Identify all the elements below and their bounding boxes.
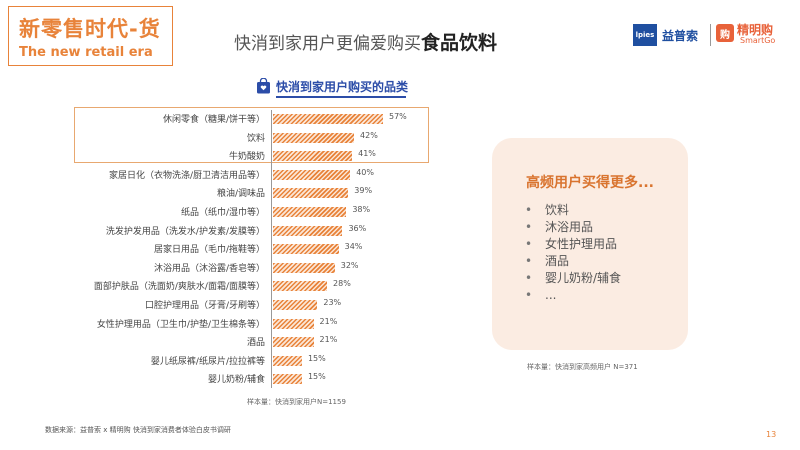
top3-highlight-box (74, 107, 429, 163)
panel-list-item: 沐浴用品 (525, 219, 621, 236)
bar-category-label: 居家日用品（毛巾/拖鞋等） (153, 245, 265, 256)
bar (273, 281, 328, 292)
page-title-prefix: 快消到家用户更偏爱购买 (234, 34, 421, 54)
panel-list-item: 女性护理用品 (525, 236, 621, 253)
bar-row: 面部护肤品（洗面奶/爽肤水/面霜/面膜等） 28% (0, 277, 440, 295)
page-title: 快消到家用户更偏爱购买食品饮料 (234, 28, 497, 55)
bar-row: 家居日化（衣物洗涤/厨卫清洁用品等） 40% (0, 166, 440, 184)
smartgo-logo-icon: 购 (716, 24, 734, 42)
bar-row: 牛奶酸奶 41% (0, 147, 440, 165)
bar-category-label: 牛奶酸奶 (228, 152, 265, 163)
bar-category-label: 沐浴用品（沐浴露/香皂等） (153, 263, 265, 274)
bar-value-label: 32% (340, 260, 359, 270)
bar-value-label: 57% (389, 112, 407, 121)
page-title-highlight: 食品饮料 (421, 32, 498, 54)
bar-value-label: 42% (360, 130, 378, 140)
section-title: 新零售时代-货 (19, 17, 161, 41)
bar-category-label: 口腔护理用品（牙膏/牙刷等） (144, 301, 265, 311)
bar-category-label: 洗发护发用品（洗发水/护发素/发膜等） (105, 226, 265, 237)
bar-value-label: 36% (348, 223, 367, 233)
bar-value-label: 28% (333, 279, 351, 289)
ipsos-logo-icon: lpies (633, 24, 657, 46)
chart-axis-line (271, 110, 272, 388)
bar-row: 沐浴用品（沐浴露/香皂等） 32% (0, 259, 440, 277)
bar-value-label: 15% (307, 353, 326, 363)
bar (273, 244, 339, 255)
bar (273, 262, 335, 273)
bar-row: 纸品（纸巾/湿巾等） 38% (0, 203, 440, 221)
bar-row: 婴儿奶粉/辅食 15% (0, 370, 440, 388)
bar (273, 169, 351, 180)
bar (273, 132, 355, 143)
bar (273, 207, 347, 217)
bar-row: 粮油/调味品 39% (0, 184, 440, 202)
bar-row: 居家日用品（毛巾/拖鞋等） 34% (0, 240, 440, 258)
page-number: 13 (766, 430, 777, 439)
panel-title: 高频用户买得更多... (526, 175, 654, 191)
smartgo-logo-subtext: SmartGo (740, 36, 776, 45)
bar-value-label: 23% (323, 298, 342, 307)
bar-row: 口腔护理用品（牙膏/牙刷等） 23% (0, 296, 440, 314)
section-subtitle: The new retail era (19, 45, 153, 60)
bar-row: 饮料 42% (0, 129, 440, 147)
bar (273, 318, 314, 329)
bar (273, 225, 343, 236)
bar-row: 酒品 21% (0, 333, 440, 351)
chart-title: 快消到家用户购买的品类 (276, 80, 409, 94)
bar-category-label: 婴儿纸尿裤/纸尿片/拉拉裤等 (150, 356, 265, 367)
bar-value-label: 21% (319, 316, 338, 326)
bar-value-label: 38% (352, 205, 371, 214)
data-source-note: 数据来源：益普索 x 精明购 快消到家消费者体验白皮书调研 (45, 426, 231, 434)
bar-value-label: 15% (307, 372, 326, 382)
logo-divider (710, 24, 711, 46)
panel-list-item: 婴儿奶粉/辅食 (525, 270, 621, 287)
bar-row: 女性护理用品（卫生巾/护垫/卫生棉条等） 21% (0, 315, 440, 333)
bar-category-label: 女性护理用品（卫生巾/护垫/卫生棉条等） (96, 319, 265, 330)
smartgo-logo-text: 精明购 (737, 23, 774, 37)
bar-value-label: 41% (358, 149, 376, 159)
bar (273, 355, 302, 366)
panel-list-item: ... (525, 287, 621, 304)
chart-sample-size: 样本量：快消到家用户N=1159 (247, 398, 346, 406)
bar (273, 374, 302, 385)
panel-list-item: 酒品 (525, 253, 621, 270)
bar-category-label: 家居日化（衣物洗涤/厨卫清洁用品等） (108, 170, 265, 181)
panel-list: 饮料 沐浴用品 女性护理用品 酒品 婴儿奶粉/辅食 ... (525, 202, 621, 304)
ipsos-logo-text: 益普索 (662, 29, 699, 43)
bar (273, 114, 383, 124)
bar-category-label: 纸品（纸巾/湿巾等） (180, 208, 265, 218)
bar-value-label: 34% (344, 242, 363, 252)
bar-value-label: 21% (319, 335, 338, 345)
panel-sample-size: 样本量：快消到家高频用户 N=371 (527, 363, 638, 371)
bar-category-label: 饮料 (246, 133, 265, 144)
bar-category-label: 酒品 (246, 338, 265, 349)
section-header: 新零售时代-货 The new retail era (8, 6, 173, 66)
bar (273, 188, 349, 199)
panel-list-item: 饮料 (525, 202, 621, 219)
bar-category-label: 婴儿奶粉/辅食 (207, 375, 265, 386)
bar-category-label: 面部护肤品（洗面奶/爽肤水/面霜/面膜等） (93, 282, 265, 293)
shopping-bag-icon (257, 78, 270, 94)
bar-row: 婴儿纸尿裤/纸尿片/拉拉裤等 15% (0, 352, 440, 370)
bar-row: 休闲零食（糖果/饼干等） 57% (0, 110, 440, 128)
bar-value-label: 39% (354, 186, 373, 196)
bar-row: 洗发护发用品（洗发水/护发素/发膜等） 36% (0, 222, 440, 240)
bar-category-label: 休闲零食（糖果/饼干等） (162, 115, 265, 125)
bar (273, 337, 314, 348)
chart-title-underline (276, 96, 406, 98)
bar-category-label: 粮油/调味品 (216, 189, 265, 200)
bar-value-label: 40% (356, 167, 374, 177)
bar (273, 151, 353, 162)
bar (273, 300, 318, 310)
